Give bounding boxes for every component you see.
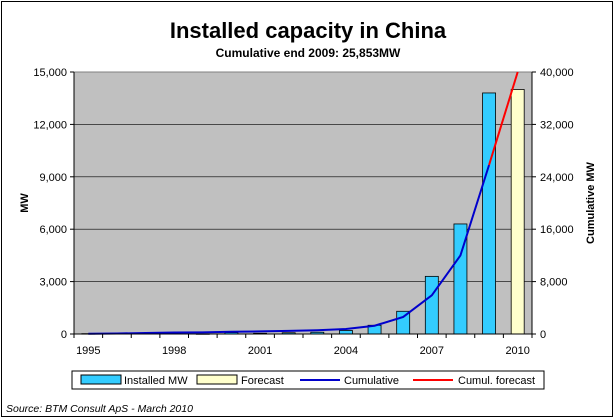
- y2-axis-label: Cumulative MW: [585, 161, 597, 244]
- y2-tick-label: 8,000: [540, 277, 568, 289]
- legend-swatch-installed: [80, 374, 122, 385]
- chart-subtitle: Cumulative end 2009: 25,853MW: [216, 46, 401, 60]
- y-tick-label: 3,000: [39, 277, 67, 289]
- legend-swatch-forecast: [196, 374, 238, 385]
- line-cumulative: [88, 164, 491, 335]
- y-tick-label: 9,000: [39, 172, 67, 184]
- bar-installed: [424, 275, 439, 335]
- y-tick-label: 6,000: [39, 224, 67, 236]
- y-tick-label: 12,000: [33, 119, 67, 131]
- y-tick-label: 15,000: [33, 67, 67, 79]
- y2-tick-label: 16,000: [540, 224, 574, 236]
- y-tick-label: 0: [61, 329, 67, 341]
- legend-label-cumulative: Cumulative: [344, 375, 399, 387]
- lines-group: [88, 71, 519, 335]
- y2-tick-label: 0: [540, 329, 546, 341]
- legend-label-forecast: Forecast: [241, 375, 284, 387]
- source-note: Source: BTM Consult ApS - March 2010: [6, 403, 193, 415]
- y2-tick-labels: 0 8,000 16,000 24,000 32,000 40,000: [540, 67, 574, 341]
- x-tick-label: 2010: [505, 345, 529, 357]
- y-axis-label: MW: [19, 193, 31, 213]
- axes-group: [70, 71, 536, 338]
- legend: Installed MW Forecast Cumulative Cumul. …: [71, 370, 545, 390]
- x-tick-label: 1995: [76, 345, 100, 357]
- x-tick-label: 1998: [162, 345, 186, 357]
- x-tick-label: 2001: [248, 345, 272, 357]
- x-tick-labels: 1995 1998 2001 2004 2007 2010: [76, 345, 530, 357]
- y2-tick-label: 40,000: [540, 67, 574, 79]
- chart-title: Installed capacity in China: [170, 18, 447, 43]
- y2-tick-label: 24,000: [540, 172, 574, 184]
- x-tick-label: 2004: [334, 345, 358, 357]
- line-cumul-forecast: [488, 71, 519, 166]
- bar-installed: [482, 92, 496, 335]
- legend-label-installed: Installed MW: [124, 375, 188, 387]
- x-tick-label: 2007: [420, 345, 444, 357]
- legend-label-cumul-forecast: Cumul. forecast: [458, 375, 535, 387]
- bar-installed: [339, 330, 353, 335]
- bar-forecast: [510, 89, 525, 335]
- y2-tick-label: 32,000: [540, 119, 574, 131]
- y-tick-labels: 0 3,000 6,000 9,000 12,000 15,000: [33, 67, 67, 341]
